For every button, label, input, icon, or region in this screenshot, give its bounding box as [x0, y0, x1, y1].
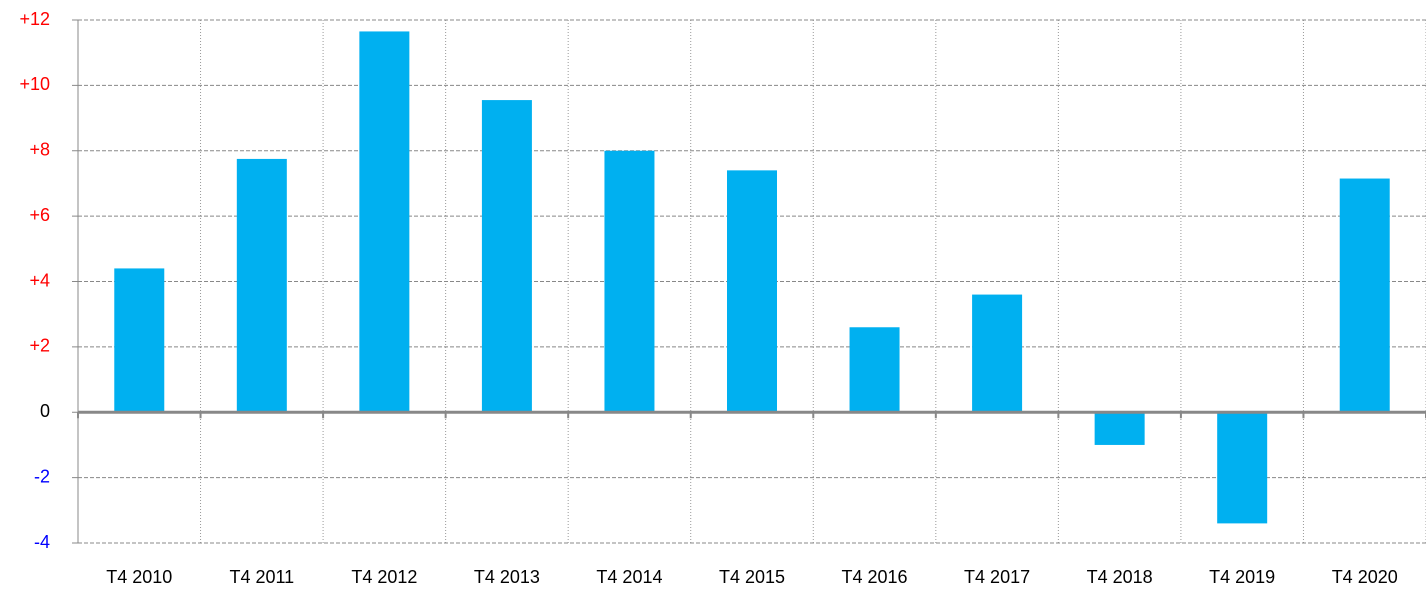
bar [972, 294, 1023, 413]
bar [1339, 178, 1390, 413]
bar [114, 268, 165, 413]
x-tick-label: T4 2019 [1209, 567, 1275, 587]
bar [236, 158, 287, 413]
x-tick-label: T4 2015 [719, 567, 785, 587]
x-tick-label: T4 2017 [964, 567, 1030, 587]
x-tick-label: T4 2014 [596, 567, 662, 587]
y-tick-label: +12 [19, 9, 50, 29]
x-tick-label: T4 2016 [842, 567, 908, 587]
y-tick-label: 0 [40, 401, 50, 421]
bar [1094, 412, 1145, 445]
y-tick-label: +6 [29, 205, 50, 225]
x-tick-label: T4 2010 [106, 567, 172, 587]
bar [727, 170, 777, 413]
x-tick-label: T4 2011 [229, 567, 294, 587]
bar [604, 150, 655, 413]
y-tick-label: +10 [19, 74, 50, 94]
bar [1217, 412, 1268, 524]
y-tick-label: +2 [29, 336, 50, 356]
y-tick-label: -2 [34, 466, 50, 486]
y-tick-label: +8 [29, 140, 50, 160]
x-tick-label: T4 2018 [1087, 567, 1153, 587]
x-tick-label: T4 2012 [351, 567, 417, 587]
bar [481, 100, 532, 413]
x-tick-label: T4 2013 [474, 567, 540, 587]
x-tick-label: T4 2020 [1332, 567, 1398, 587]
bar [849, 327, 900, 413]
y-tick-label: -4 [34, 532, 50, 552]
bar [359, 31, 410, 413]
y-tick-label: +4 [29, 270, 50, 290]
